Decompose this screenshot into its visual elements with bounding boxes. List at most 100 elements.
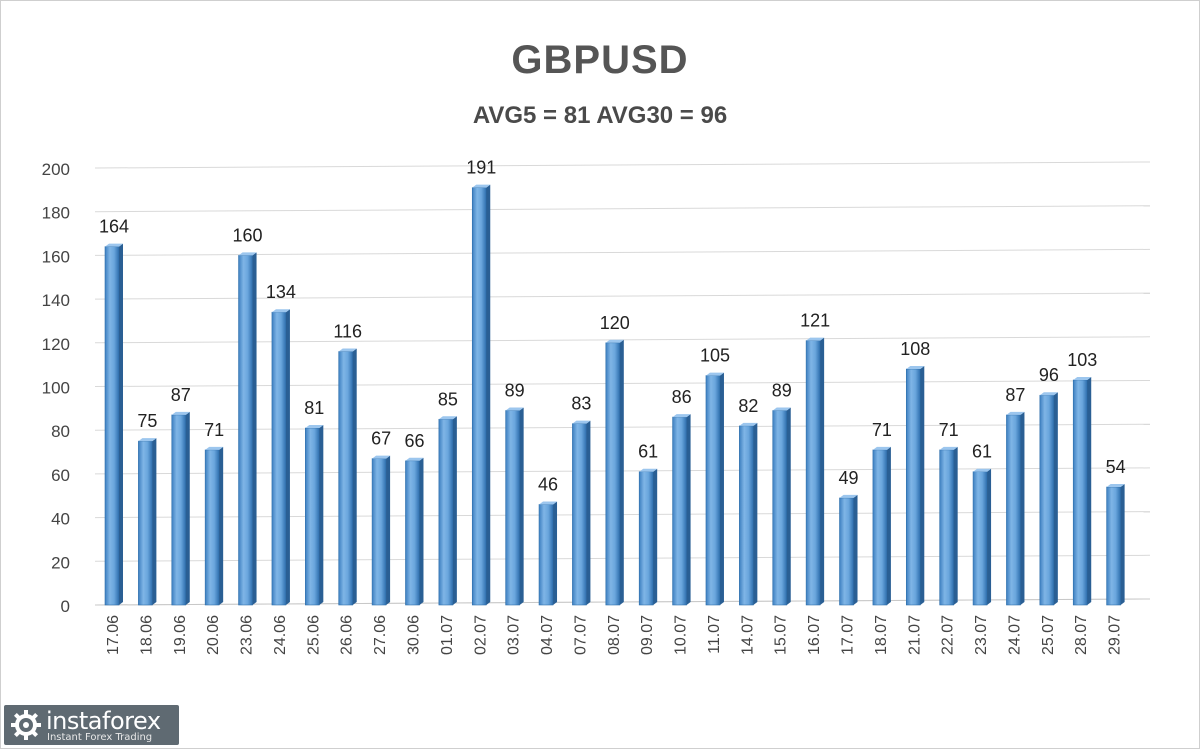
bar — [839, 494, 858, 606]
bar-side — [987, 468, 992, 605]
bar-side — [452, 416, 457, 605]
data-label: 87 — [1005, 385, 1025, 405]
bar-front — [739, 425, 754, 606]
bar-top — [305, 425, 324, 429]
bar-front — [338, 351, 354, 606]
bar-side — [119, 243, 123, 605]
data-label: 160 — [233, 225, 263, 245]
y-tick-label: 80 — [51, 422, 70, 441]
x-tick-label: 22.07 — [940, 615, 957, 655]
bar-front — [538, 504, 554, 606]
bar-side — [653, 468, 658, 605]
y-tick-label: 120 — [42, 335, 70, 354]
bar-top — [806, 337, 825, 341]
bar-front — [305, 427, 320, 606]
bar-side — [285, 309, 290, 605]
bar-top — [1039, 392, 1058, 396]
data-label: 71 — [939, 420, 959, 440]
data-label: 103 — [1067, 350, 1097, 370]
bar-top — [238, 252, 257, 256]
x-tick-label: 24.06 — [272, 615, 289, 655]
bar-front — [972, 471, 988, 606]
bar-front — [271, 311, 287, 606]
bar-top — [772, 407, 791, 411]
brand-badge: instaforex Instant Forex Trading — [4, 705, 179, 745]
bar-top — [271, 309, 290, 313]
bar — [1072, 376, 1092, 606]
data-label: 191 — [466, 158, 496, 178]
bar — [672, 414, 691, 606]
bar-side — [886, 446, 891, 605]
bar — [872, 446, 891, 606]
bar-top — [1106, 484, 1125, 488]
bar-side — [820, 337, 825, 605]
bar-front — [171, 414, 187, 606]
bar-side — [1020, 411, 1025, 605]
x-tick-label: 23.06 — [239, 615, 256, 655]
bar-side — [920, 366, 925, 605]
data-label: 61 — [638, 442, 658, 462]
x-tick-label: 28.07 — [1073, 615, 1090, 655]
bar-top — [405, 457, 424, 461]
y-tick-label: 180 — [42, 204, 70, 223]
data-label: 83 — [571, 394, 591, 414]
gear-logo-icon — [11, 710, 41, 740]
data-label: 75 — [137, 411, 157, 431]
bar-top — [539, 501, 558, 505]
x-tick-label: 08.07 — [606, 615, 623, 655]
data-label: 66 — [404, 431, 424, 451]
y-tick-label: 100 — [42, 379, 70, 398]
data-label: 85 — [438, 389, 458, 409]
bar — [305, 425, 324, 606]
bar-side — [953, 446, 958, 605]
bar-top — [472, 184, 491, 188]
bar-front — [572, 423, 587, 606]
bar-side — [352, 348, 357, 605]
bar-top — [672, 414, 691, 418]
bar-top — [1006, 411, 1025, 415]
bar-top — [739, 422, 758, 426]
bar — [438, 416, 457, 606]
bar-top — [438, 416, 457, 420]
bar-top — [205, 446, 224, 450]
x-tick-label: 10.07 — [673, 615, 690, 655]
bar-side — [185, 411, 190, 605]
x-tick-label: 30.06 — [405, 615, 422, 655]
bar-top — [372, 455, 391, 459]
bar-top — [605, 339, 624, 343]
x-tick-label: 17.06 — [105, 615, 122, 655]
x-tick-label: 25.07 — [1040, 615, 1057, 655]
bar-front — [905, 368, 921, 606]
bar-front — [638, 471, 654, 606]
brand-name: instaforex — [46, 707, 161, 735]
brand-tagline: Instant Forex Trading — [47, 732, 153, 743]
bar-side — [786, 407, 791, 605]
x-tick-label: 27.06 — [372, 615, 389, 655]
data-label: 49 — [839, 468, 859, 488]
bar-side — [553, 501, 558, 605]
gridline — [94, 248, 1151, 256]
data-label: 105 — [700, 346, 730, 366]
bar — [1006, 411, 1025, 606]
bar-front — [238, 255, 253, 606]
data-label: 61 — [972, 442, 992, 462]
bar-front — [138, 440, 153, 606]
bar-side — [686, 414, 691, 605]
data-label: 108 — [900, 339, 930, 359]
x-tick-label: 17.07 — [840, 615, 857, 655]
bar-front — [939, 449, 954, 606]
bar-top — [639, 468, 658, 472]
gridline — [94, 205, 1151, 213]
x-tick-label: 15.07 — [773, 615, 790, 655]
x-tick-label: 20.06 — [205, 615, 222, 655]
bar — [1039, 392, 1058, 606]
bar-side — [386, 455, 391, 605]
x-tick-label: 09.07 — [639, 615, 656, 655]
y-tick-label: 60 — [51, 466, 70, 485]
bar-top — [939, 446, 958, 450]
data-label: 71 — [204, 420, 224, 440]
bar-side — [419, 457, 424, 605]
bar-top — [1073, 376, 1092, 380]
bar — [739, 422, 758, 606]
